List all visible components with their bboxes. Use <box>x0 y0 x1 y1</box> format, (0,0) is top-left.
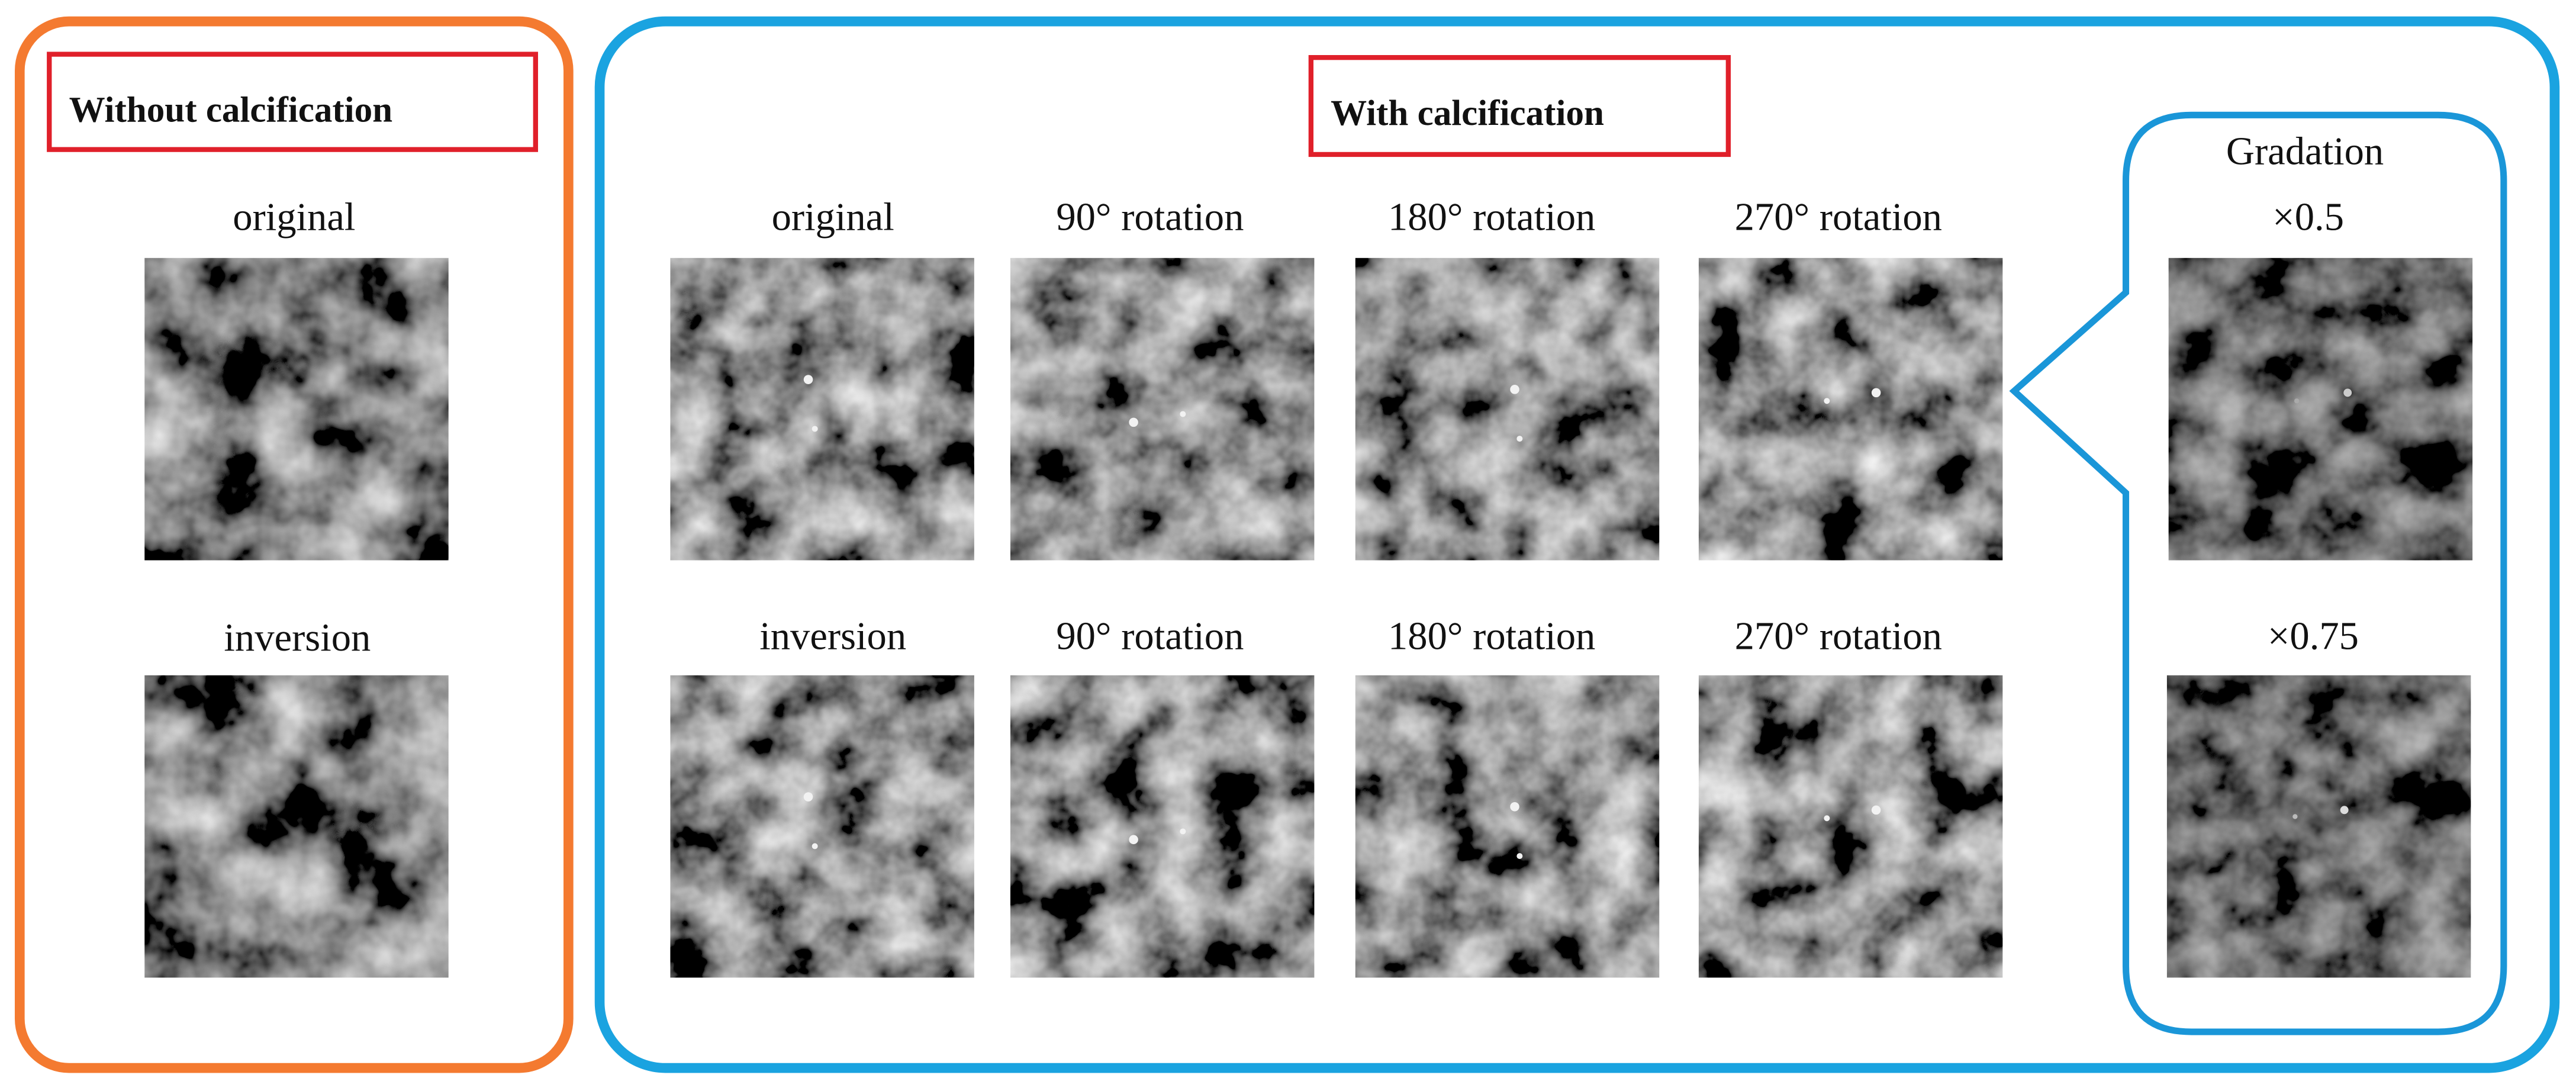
calcification-dot <box>1516 853 1523 860</box>
image-grid: original 90° rotation 180° rotation 270° ro… <box>670 196 2003 978</box>
image-label: 180° rotation <box>1388 196 1595 239</box>
image-label: ×0.5 <box>2272 196 2344 239</box>
calcification-dot <box>812 843 818 849</box>
mammogram-patch <box>1698 258 2003 561</box>
calcification-dot <box>2294 398 2300 404</box>
calcification-dot <box>1516 436 1523 442</box>
image-label: 270° rotation <box>1735 196 1942 239</box>
mammogram-patch <box>2166 675 2471 978</box>
calcification-dot <box>1129 835 1138 845</box>
image-label: 90° rotation <box>1056 614 1244 658</box>
calcification-dot <box>1180 828 1186 835</box>
image-label: original <box>772 196 894 239</box>
image-label: original <box>233 196 355 239</box>
calcification-dot <box>1129 417 1138 427</box>
calcification-dot <box>803 375 813 384</box>
callout-title: Gradation <box>2226 130 2384 173</box>
calcification-dot <box>803 792 813 802</box>
mammogram-patch <box>144 675 449 978</box>
mammogram-patch <box>1010 258 1315 561</box>
calcification-dot <box>2340 806 2349 815</box>
panel-frame <box>594 16 2560 1073</box>
callout-frame <box>2009 111 2507 1035</box>
calcification-dot <box>1510 802 1519 812</box>
calcification-dot <box>2292 814 2298 819</box>
calcification-dot <box>812 426 818 432</box>
mammogram-patch <box>1355 675 1660 978</box>
mammogram-patch <box>670 258 974 561</box>
mammogram-patch <box>1698 675 2003 978</box>
calcification-dot <box>1871 388 1881 398</box>
title-box <box>47 52 538 152</box>
calcification-dot <box>1824 815 1830 822</box>
mammogram-patch <box>2168 258 2473 561</box>
mammogram-patch <box>1355 258 1660 561</box>
calcification-dot <box>1510 385 1519 394</box>
panel-title: With calcification <box>1331 94 1604 133</box>
calcification-dot <box>1824 398 1830 404</box>
calcification-dot <box>1180 411 1186 417</box>
image-label: 90° rotation <box>1056 196 1244 239</box>
mammogram-patch <box>1010 675 1315 978</box>
panel-title: Without calcification <box>69 90 393 130</box>
image-label: inversion <box>224 616 371 659</box>
image-label: inversion <box>759 614 906 658</box>
mammogram-patch <box>144 258 449 561</box>
image-label: ×0.75 <box>2268 614 2359 658</box>
mammogram-patch <box>670 675 974 978</box>
calcification-dot <box>2343 388 2352 397</box>
image-label: 270° rotation <box>1735 614 1942 658</box>
panel-frame <box>14 16 574 1073</box>
title-box <box>1308 55 1731 157</box>
image-label: 180° rotation <box>1388 614 1595 658</box>
calcification-dot <box>1871 805 1881 815</box>
